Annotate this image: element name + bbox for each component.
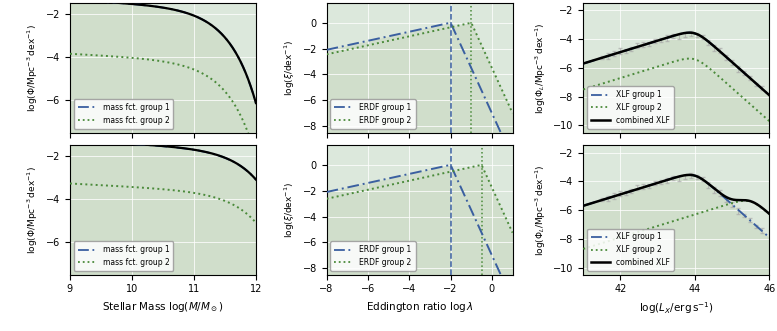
Y-axis label: $\log(\xi/\mathrm{dex}^{-1})$: $\log(\xi/\mathrm{dex}^{-1})$ [283, 40, 297, 96]
X-axis label: Stellar Mass $\log(M/M_\odot)$: Stellar Mass $\log(M/M_\odot)$ [102, 300, 224, 314]
Legend: ERDF group 1, ERDF group 2: ERDF group 1, ERDF group 2 [330, 99, 416, 129]
Legend: ERDF group 1, ERDF group 2: ERDF group 1, ERDF group 2 [330, 241, 416, 271]
X-axis label: $\log(L_X/\mathrm{erg\,s}^{-1})$: $\log(L_X/\mathrm{erg\,s}^{-1})$ [639, 300, 714, 316]
Legend: XLF group 1, XLF group 2, combined XLF: XLF group 1, XLF group 2, combined XLF [587, 229, 674, 271]
Y-axis label: $\log(\Phi/\mathrm{Mpc}^{-3}\,\mathrm{dex}^{-1})$: $\log(\Phi/\mathrm{Mpc}^{-3}\,\mathrm{de… [26, 166, 40, 254]
X-axis label: Eddington ratio $\log\lambda$: Eddington ratio $\log\lambda$ [366, 300, 473, 314]
Y-axis label: $\log(\Phi_L/\mathrm{Mpc}^{-3}\,\mathrm{dex}^{-1})$: $\log(\Phi_L/\mathrm{Mpc}^{-3}\,\mathrm{… [533, 22, 548, 114]
Legend: mass fct. group 1, mass fct. group 2: mass fct. group 1, mass fct. group 2 [74, 99, 173, 129]
Y-axis label: $\log(\xi/\mathrm{dex}^{-1})$: $\log(\xi/\mathrm{dex}^{-1})$ [283, 182, 297, 238]
Legend: mass fct. group 1, mass fct. group 2: mass fct. group 1, mass fct. group 2 [74, 241, 173, 271]
Legend: XLF group 1, XLF group 2, combined XLF: XLF group 1, XLF group 2, combined XLF [587, 86, 674, 129]
Y-axis label: $\log(\Phi/\mathrm{Mpc}^{-3}\,\mathrm{dex}^{-1})$: $\log(\Phi/\mathrm{Mpc}^{-3}\,\mathrm{de… [26, 24, 40, 112]
Y-axis label: $\log(\Phi_L/\mathrm{Mpc}^{-3}\,\mathrm{dex}^{-1})$: $\log(\Phi_L/\mathrm{Mpc}^{-3}\,\mathrm{… [533, 164, 548, 256]
